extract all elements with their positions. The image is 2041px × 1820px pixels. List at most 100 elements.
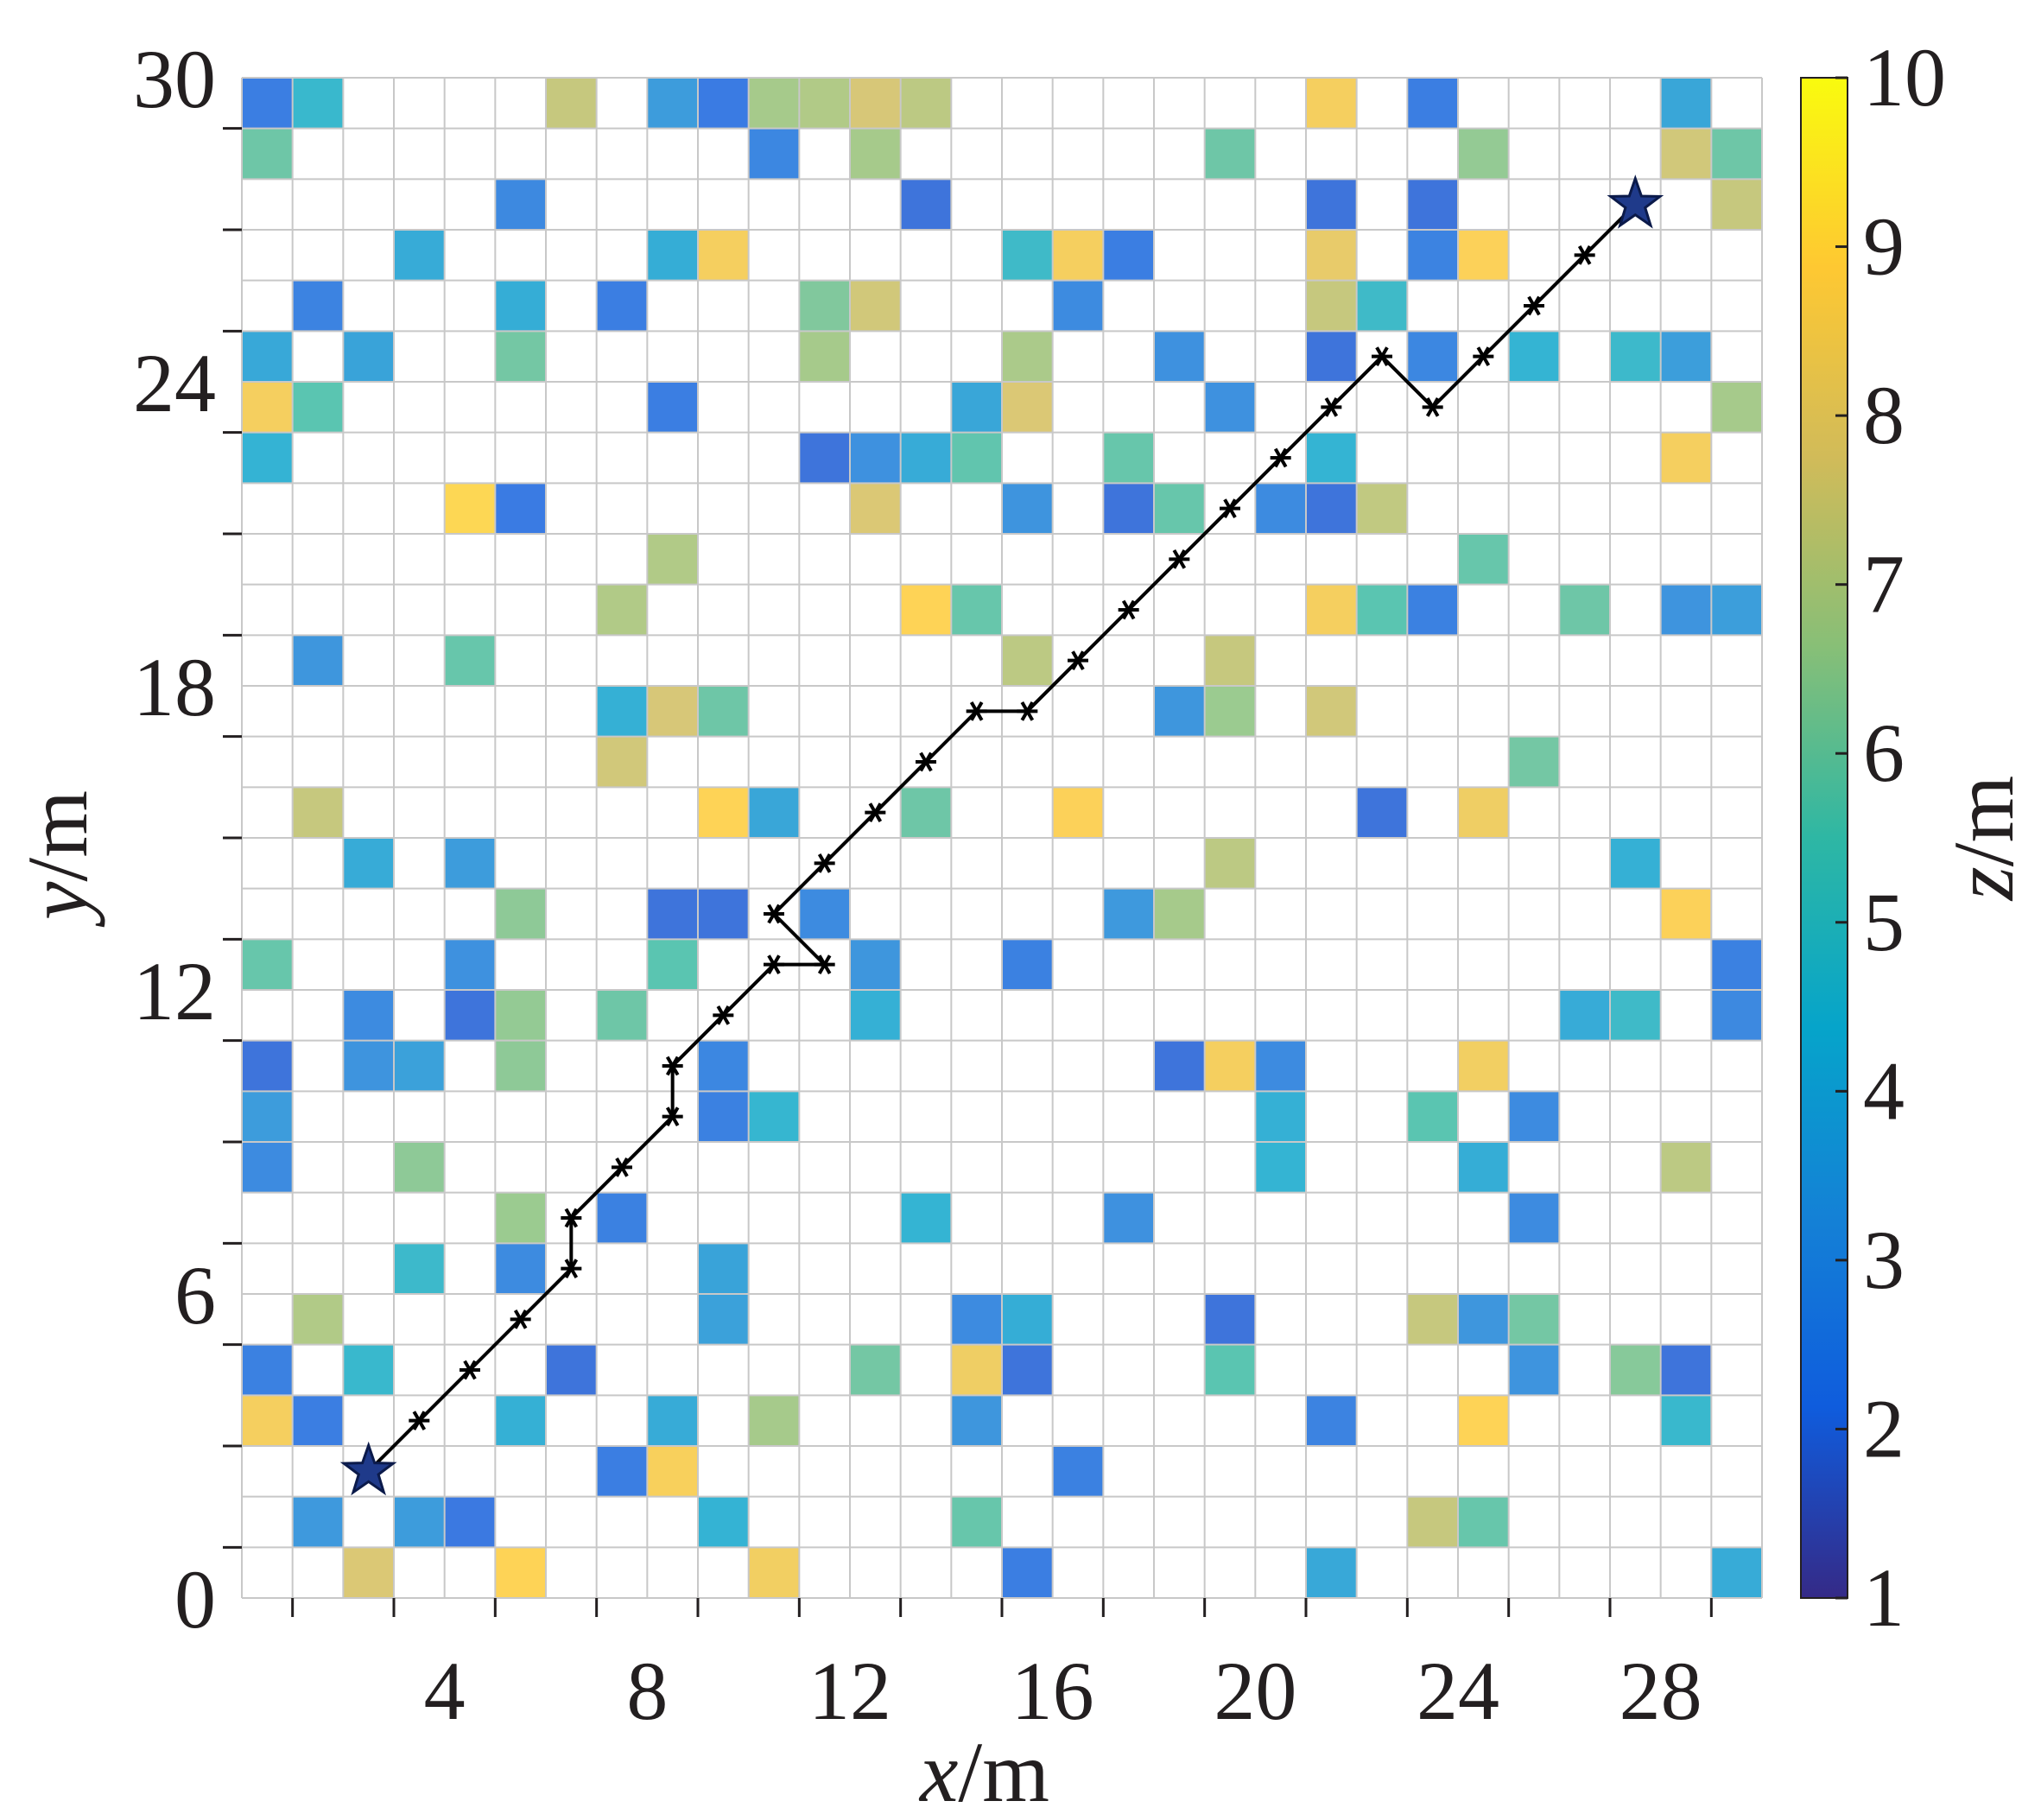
- obstacle-cell: [1559, 584, 1610, 636]
- obstacle-cell: [799, 78, 850, 129]
- colorbar-tick-label: 8: [1863, 369, 1905, 461]
- obstacle-cell: [1508, 1091, 1560, 1142]
- obstacle-cell: [444, 939, 496, 990]
- obstacle-cell: [1610, 331, 1661, 382]
- obstacle-cell: [1204, 1344, 1256, 1396]
- obstacle-cell: [343, 331, 394, 382]
- obstacle-cell: [495, 1192, 546, 1244]
- obstacle-cell: [900, 1192, 952, 1244]
- y-tick-label: 6: [174, 1249, 216, 1341]
- obstacle-cell: [1610, 838, 1661, 889]
- obstacle-cell: [394, 1040, 445, 1092]
- obstacle-cell: [242, 1142, 293, 1193]
- obstacle-cell: [1711, 382, 1762, 433]
- obstacle-cell: [698, 230, 749, 281]
- obstacle-cell: [292, 280, 344, 332]
- obstacle-cell: [748, 787, 800, 838]
- obstacle-cell: [495, 331, 546, 382]
- obstacle-cell: [242, 128, 293, 180]
- obstacle-cell: [495, 483, 546, 534]
- obstacle-cell: [799, 888, 850, 940]
- obstacle-cell: [1458, 1496, 1509, 1548]
- colorbar: 1 2 3 4 5 6 7 8 9 10: [1800, 31, 1946, 1644]
- path-waypoint: [662, 1056, 683, 1076]
- y-tick-label: 24: [133, 337, 216, 429]
- obstacle-cell: [647, 382, 698, 433]
- obstacle-cell: [647, 1446, 698, 1497]
- colorbar-tick-label: 1: [1863, 1551, 1905, 1644]
- path-waypoint: [814, 853, 835, 873]
- obstacle-cell: [242, 1040, 293, 1092]
- obstacle-cell: [647, 1395, 698, 1446]
- obstacle-cell: [1458, 534, 1509, 585]
- obstacle-cell: [748, 78, 800, 129]
- obstacle-cell: [1458, 1395, 1509, 1446]
- obstacle-cell: [596, 1192, 648, 1244]
- obstacle-cell: [596, 686, 648, 737]
- obstacle-cell: [495, 1243, 546, 1294]
- obstacle-cell: [1407, 1091, 1458, 1142]
- obstacle-cell: [1306, 331, 1357, 382]
- obstacle-cell: [1458, 128, 1509, 180]
- obstacle-cell: [1660, 1395, 1712, 1446]
- obstacle-cell: [698, 1091, 749, 1142]
- obstacle-cell: [1204, 635, 1256, 686]
- obstacle-cell: [444, 990, 496, 1041]
- obstacle-cell: [1103, 888, 1154, 940]
- obstacle-cell: [698, 686, 749, 737]
- obstacle-cell: [1204, 382, 1256, 433]
- obstacle-cell: [1508, 1294, 1560, 1345]
- obstacle-cell: [343, 1040, 394, 1092]
- obstacle-cell: [1458, 230, 1509, 281]
- path-waypoint: [1220, 498, 1240, 519]
- obstacle-cell: [394, 1496, 445, 1548]
- obstacle-cell: [1711, 939, 1762, 990]
- obstacle-cell: [596, 584, 648, 636]
- obstacle-cell: [292, 382, 344, 433]
- obstacle-cell: [647, 534, 698, 585]
- obstacle-cell: [799, 331, 850, 382]
- obstacle-cell: [900, 787, 952, 838]
- y-tick-label: 30: [133, 33, 216, 125]
- obstacle-cell: [951, 1294, 1002, 1345]
- obstacle-cell: [1255, 1091, 1306, 1142]
- obstacle-cell: [748, 1395, 800, 1446]
- obstacle-cell: [1002, 331, 1053, 382]
- x-tick-labels: 4 8 12 16 20 24 28: [424, 1645, 1702, 1737]
- y-axis-label: y/m: [10, 790, 105, 928]
- obstacle-cell: [951, 432, 1002, 484]
- path-waypoint: [1270, 447, 1291, 468]
- obstacle-cell: [1052, 787, 1104, 838]
- obstacle-cell: [546, 1344, 597, 1396]
- obstacle-cell: [1002, 939, 1053, 990]
- obstacle-cell: [647, 78, 698, 129]
- path-waypoint: [1118, 599, 1139, 620]
- path-waypoint: [409, 1411, 430, 1431]
- obstacle-cell: [698, 888, 749, 940]
- obstacle-cell: [1204, 686, 1256, 737]
- obstacle-cell: [343, 990, 394, 1041]
- obstacle-cell: [1508, 331, 1560, 382]
- obstacle-cell: [1711, 584, 1762, 636]
- obstacle-cell: [1458, 1040, 1509, 1092]
- y-tick-label: 0: [174, 1553, 216, 1646]
- obstacle-cell: [1356, 584, 1408, 636]
- y-axis-var: y: [10, 881, 105, 928]
- obstacle-cell: [951, 1395, 1002, 1446]
- obstacle-cell: [698, 787, 749, 838]
- obstacle-cell: [495, 1547, 546, 1598]
- obstacle-cell: [1407, 1294, 1458, 1345]
- colorbar-bar: [1800, 77, 1848, 1599]
- obstacle-cell: [1660, 331, 1712, 382]
- path-waypoint: [1524, 295, 1544, 316]
- obstacle-cell: [850, 432, 901, 484]
- obstacle-cell: [242, 939, 293, 990]
- colorbar-tick-label: 10: [1863, 31, 1946, 124]
- obstacle-cell: [1356, 787, 1408, 838]
- obstacle-cell: [850, 1344, 901, 1396]
- obstacle-cell: [292, 1395, 344, 1446]
- colorbar-tick-label: 5: [1863, 876, 1905, 968]
- obstacle-cell: [1255, 483, 1306, 534]
- obstacle-cell: [242, 1344, 293, 1396]
